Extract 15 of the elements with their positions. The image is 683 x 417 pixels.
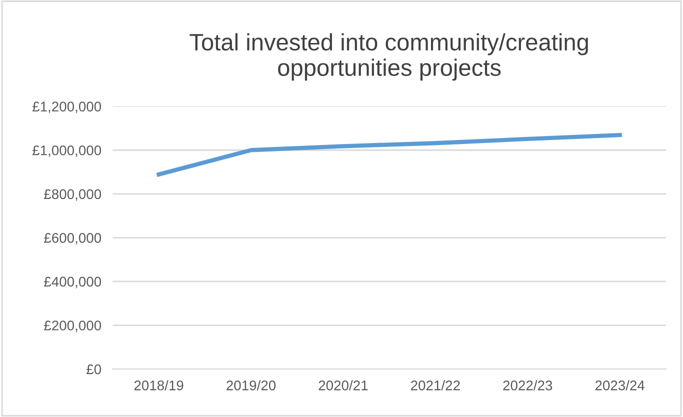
x-tick-label: 2021/22 xyxy=(411,380,460,390)
y-tick-label: £1,200,000 xyxy=(32,102,102,114)
y-tick-label: £800,000 xyxy=(44,189,102,201)
x-tick-label: 2018/19 xyxy=(134,380,184,390)
chart-title: Total invested into community/creating opportunities projects xyxy=(190,33,588,81)
y-tick-label: £600,000 xyxy=(44,233,102,244)
x-tick-label: 2019/20 xyxy=(226,380,276,390)
y-tick-label: £400,000 xyxy=(44,276,102,288)
y-tick-label: £0 xyxy=(86,364,102,374)
y-tick-label: £1,000,000 xyxy=(32,145,102,157)
x-tick-label: 2022/23 xyxy=(503,380,552,390)
line-series xyxy=(156,132,622,177)
x-tick-label: 2023/24 xyxy=(595,380,645,390)
x-tick-label: 2020/21 xyxy=(318,380,368,390)
y-tick-label: £200,000 xyxy=(44,320,102,332)
